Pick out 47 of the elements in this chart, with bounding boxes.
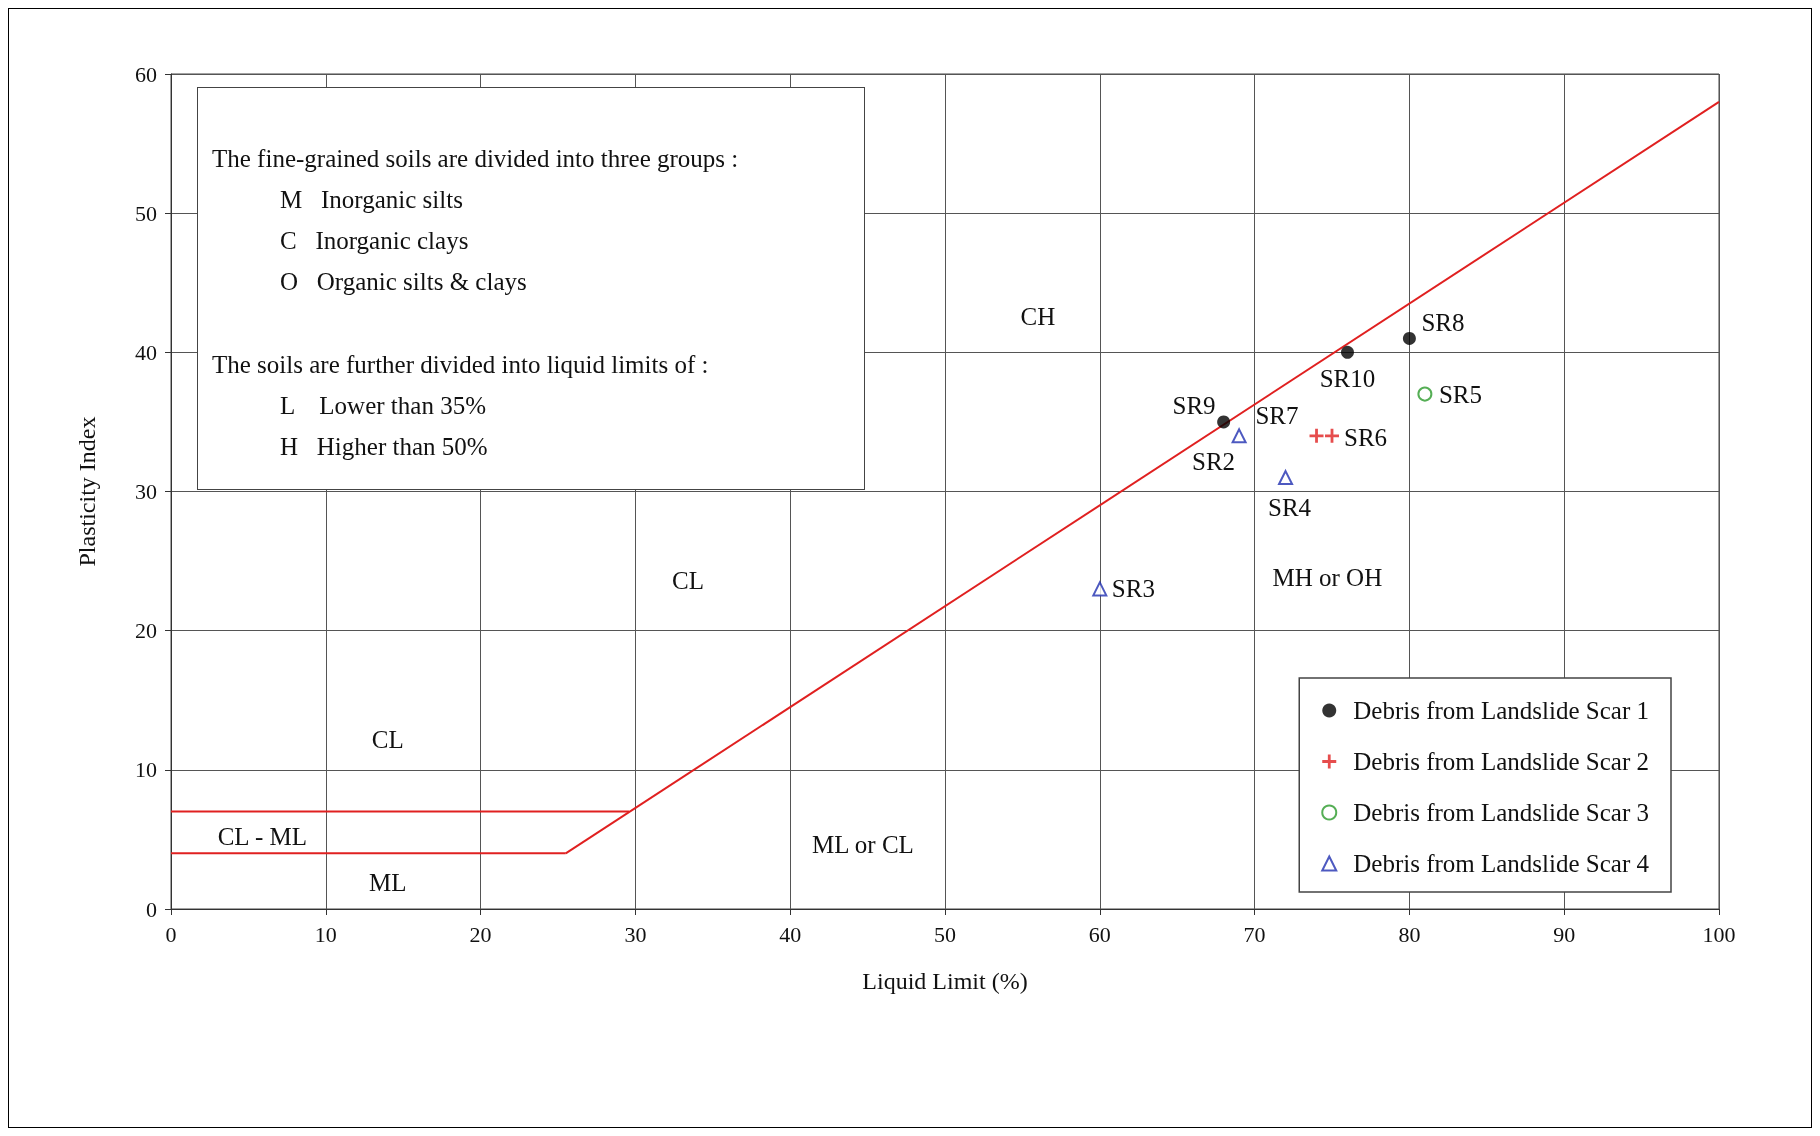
annotation: CL bbox=[371, 725, 404, 753]
annotation: O Organic silts & clays bbox=[279, 267, 528, 297]
annotation: SR5 bbox=[1438, 380, 1482, 408]
annotation: SR3 bbox=[1111, 575, 1155, 603]
x-tick-label: 40 bbox=[779, 921, 802, 947]
annotation: CL - ML bbox=[217, 823, 307, 851]
annotation: SR4 bbox=[1268, 494, 1312, 522]
y-tick-label: 50 bbox=[135, 200, 157, 226]
y-tick-label: 20 bbox=[135, 618, 157, 644]
x-tick-label: 30 bbox=[624, 921, 647, 947]
x-tick-label: 10 bbox=[314, 921, 337, 947]
y-axis-title: Plasticity Index bbox=[74, 416, 100, 567]
annotation: CL bbox=[672, 567, 705, 595]
x-tick-label: 0 bbox=[165, 921, 177, 947]
x-axis-title: Liquid Limit (%) bbox=[862, 968, 1028, 994]
x-tick-label: 80 bbox=[1398, 921, 1421, 947]
annotation: SR6 bbox=[1344, 424, 1388, 452]
legend-label: Debris from Landslide Scar 2 bbox=[1353, 748, 1650, 775]
x-tick-label: 70 bbox=[1243, 921, 1266, 947]
annotation: The fine-grained soils are divided into three groups : bbox=[212, 144, 740, 174]
x-tick-label: 90 bbox=[1553, 921, 1576, 947]
x-tick-label: 100 bbox=[1702, 921, 1736, 947]
annotation: ML bbox=[368, 869, 407, 897]
y-tick-label: 40 bbox=[135, 339, 157, 365]
annotation: MH or OH bbox=[1272, 564, 1383, 592]
y-tick-label: 10 bbox=[135, 757, 157, 783]
y-tick-label: 30 bbox=[135, 479, 157, 504]
annotation: ML or CL bbox=[812, 831, 914, 859]
annotation: SR10 bbox=[1319, 364, 1376, 392]
y-tick-label: 60 bbox=[135, 61, 157, 87]
legend-label: Debris from Landslide Scar 3 bbox=[1353, 799, 1650, 826]
legend-label: Debris from Landslide Scar 4 bbox=[1353, 850, 1650, 877]
annotation: SR9 bbox=[1172, 392, 1216, 420]
annotation: The soils are further divided into liquid limits of : bbox=[212, 350, 710, 380]
annotation: C Inorganic clays bbox=[279, 226, 470, 256]
annotation: H Higher than 50% bbox=[279, 432, 489, 462]
annotation: SR7 bbox=[1255, 402, 1299, 430]
legend-label: Debris from Landslide Scar 1 bbox=[1353, 697, 1650, 724]
annotation: SR8 bbox=[1421, 308, 1465, 336]
y-tick-label: 0 bbox=[146, 896, 157, 922]
annotation: M Inorganic silts bbox=[279, 185, 464, 215]
annotation: L Lower than 35% bbox=[279, 391, 487, 421]
annotation: SR2 bbox=[1192, 448, 1236, 476]
x-tick-label: 20 bbox=[469, 921, 492, 947]
x-tick-label: 50 bbox=[934, 921, 956, 947]
annotation: CH bbox=[1020, 302, 1056, 330]
x-tick-label: 60 bbox=[1088, 921, 1111, 947]
